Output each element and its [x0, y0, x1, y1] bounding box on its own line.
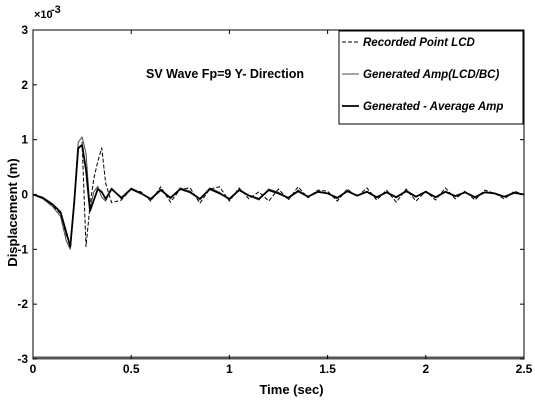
legend-entry-generated-amp: Generated Amp(LCD/BC)	[363, 69, 499, 81]
x-axis-label: Time (sec)	[259, 382, 323, 397]
x-tick-label: 2	[422, 362, 429, 376]
legend-box	[338, 30, 524, 125]
x-tick-label: 1	[226, 362, 233, 376]
series-layer	[32, 136, 525, 250]
y-tick-label: 3	[21, 23, 28, 37]
legend: Recorded Point LCD Generated Amp(LCD/BC)…	[338, 30, 524, 125]
x-tick-label: 0.5	[123, 362, 140, 376]
ticks-layer: 0 0.5 1 1.5 2 2.5 -3 -2 -1 0 1 2 3	[17, 23, 532, 376]
x-tick-label: 2.5	[516, 362, 533, 376]
series-line-2	[32, 144, 525, 248]
legend-entry-generated-average: Generated - Average Amp	[363, 101, 503, 113]
y-tick-label: 1	[21, 133, 28, 147]
y-exponent-base: ×10	[34, 9, 53, 21]
x-tick-label: 1.5	[319, 362, 336, 376]
x-tick-label: 0	[30, 362, 37, 376]
y-tick-label: -3	[17, 352, 28, 366]
y-axis-label: Displacement (m)	[5, 158, 20, 266]
y-tick-label: -1	[17, 242, 28, 256]
y-tick-label: 0	[21, 188, 28, 202]
y-tick-label: -2	[17, 297, 28, 311]
y-exponent-power: -3	[51, 4, 61, 16]
chart-annotation: SV Wave Fp=9 Y- Direction	[146, 67, 304, 81]
y-tick-label: 2	[21, 78, 28, 92]
legend-entry-recorded: Recorded Point LCD	[363, 37, 475, 49]
